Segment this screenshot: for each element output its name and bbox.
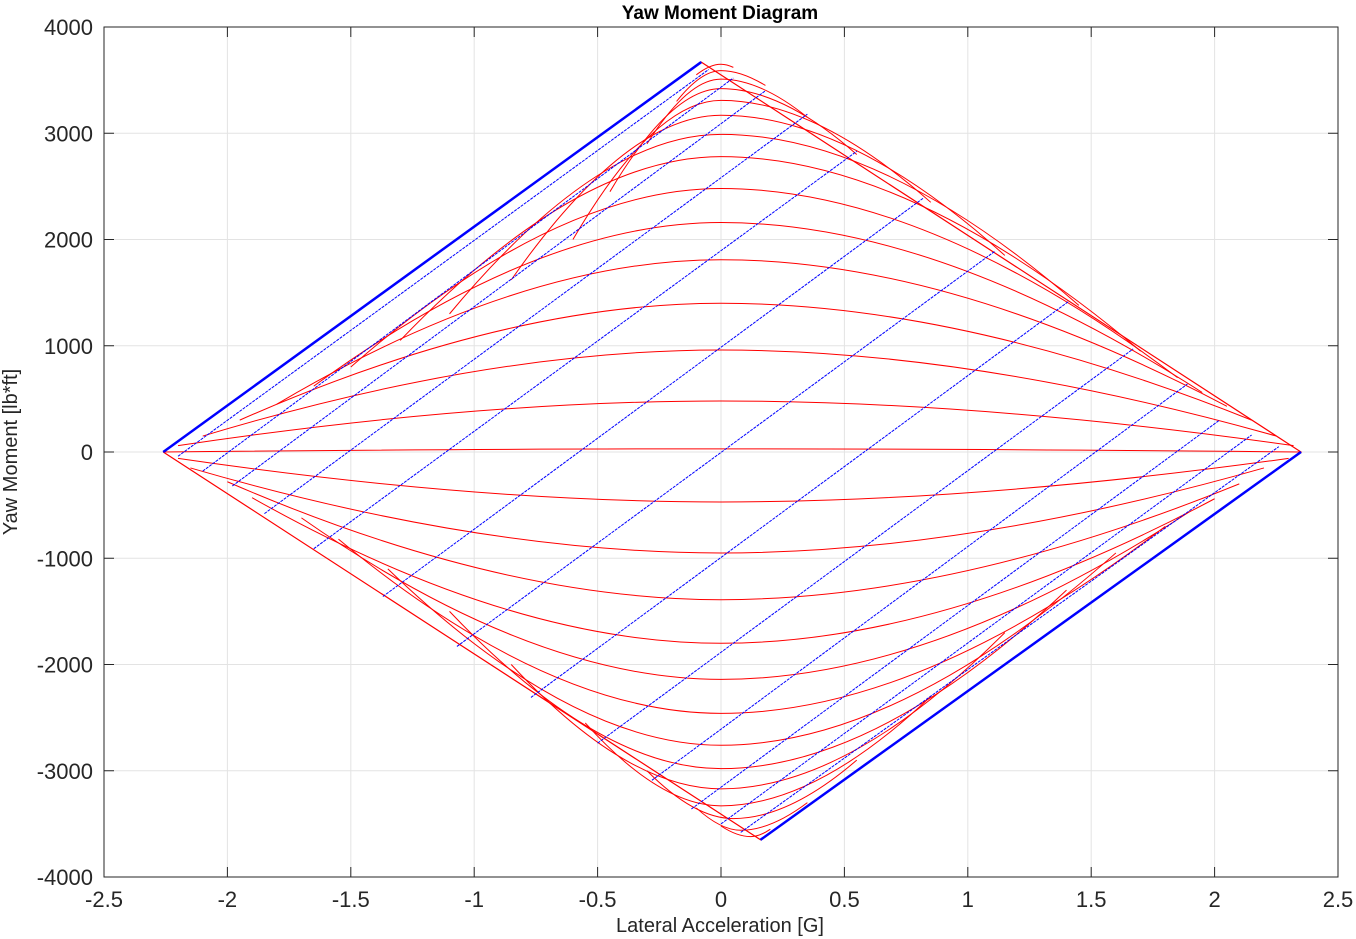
slip-line-3 [232, 90, 766, 487]
chart-title: Yaw Moment Diagram [622, 3, 818, 24]
x-axis-label: Lateral Acceleration [G] [616, 915, 824, 937]
slip-line-2 [202, 77, 734, 472]
x-tick-label-8: 1.5 [1076, 887, 1107, 912]
y-tick-label-5: 1000 [44, 334, 93, 359]
x-tick-label-0: -2.5 [85, 887, 123, 912]
steer-line-17 [227, 481, 1240, 601]
steer-line-0 [163, 448, 1301, 453]
y-tick-label-6: 2000 [44, 228, 93, 253]
steer-line-22 [449, 589, 1067, 770]
y-tick-label-7: 3000 [44, 121, 93, 146]
steer-line-1 [177, 400, 1294, 447]
x-tick-label-10: 2.5 [1323, 887, 1354, 912]
y-tick-label-0: -4000 [37, 865, 93, 890]
steer-line-2 [202, 349, 1277, 437]
steer-line-10 [572, 99, 932, 240]
slip-line-12 [720, 434, 1252, 825]
x-tick-label-5: 0 [715, 887, 727, 912]
y-tick-label-1: -3000 [37, 759, 93, 784]
slip-edge-lower-right [759, 450, 1302, 841]
steer-line-25 [646, 759, 858, 820]
axes-box [103, 26, 1339, 878]
steer-line-14 [696, 63, 734, 76]
slip-line-10 [651, 383, 1188, 781]
steer-line-6 [350, 187, 1178, 379]
y-axis-label: Yaw Moment [lb*ft] [0, 369, 22, 535]
x-tick-label-2: -1.5 [332, 887, 370, 912]
x-tick-label-7: 1 [962, 887, 974, 912]
slip-edge-upper-left [162, 61, 702, 454]
x-tick-labels: -2.5 -2 -1.5 -1 -0.5 0 0.5 1 1.5 2 2.5 [85, 887, 1353, 912]
steer-line-24 [584, 696, 932, 807]
steer-line-4 [276, 259, 1228, 407]
x-tick-label-9: 2 [1208, 887, 1220, 912]
x-tick-label-6: 0.5 [829, 887, 860, 912]
slip-line-9 [597, 348, 1134, 744]
slip-line-8 [530, 300, 1070, 698]
steer-line-7 [399, 156, 1141, 352]
steer-line-5 [313, 221, 1203, 393]
slip-line-5 [313, 150, 858, 550]
steer-line-19 [301, 511, 1191, 680]
y-tick-label-2: -2000 [37, 653, 93, 678]
steer-line-13 [676, 70, 766, 102]
y-tick-label-3: -1000 [37, 546, 93, 571]
slip-line-13 [740, 446, 1280, 833]
x-tick-label-3: -1 [464, 887, 484, 912]
steer-line-12 [646, 78, 808, 145]
slip-line-1 [177, 69, 709, 457]
steer-line-15 [177, 457, 1289, 503]
steer-line-20 [338, 525, 1166, 714]
steer-line-16 [190, 467, 1265, 554]
slip-line-4 [264, 113, 808, 515]
steer-line-11 [609, 88, 858, 192]
y-tick-labels: -4000 -3000 -2000 -1000 0 1000 2000 3000 4000 [37, 15, 93, 890]
x-tick-label-1: -2 [218, 887, 238, 912]
steer-line-18 [251, 497, 1215, 644]
y-tick-label-8: 4000 [44, 15, 93, 40]
slip-line-7 [456, 250, 996, 647]
steer-line-8 [449, 133, 1080, 315]
slip-line-11 [691, 419, 1220, 810]
steer-line-9 [510, 114, 1006, 281]
steer-line-27 [720, 825, 771, 838]
steer-line-26 [695, 802, 808, 831]
constant-slip-series [162, 61, 1302, 841]
y-tick-label-4: 0 [81, 440, 93, 465]
x-tick-label-4: -0.5 [579, 887, 617, 912]
